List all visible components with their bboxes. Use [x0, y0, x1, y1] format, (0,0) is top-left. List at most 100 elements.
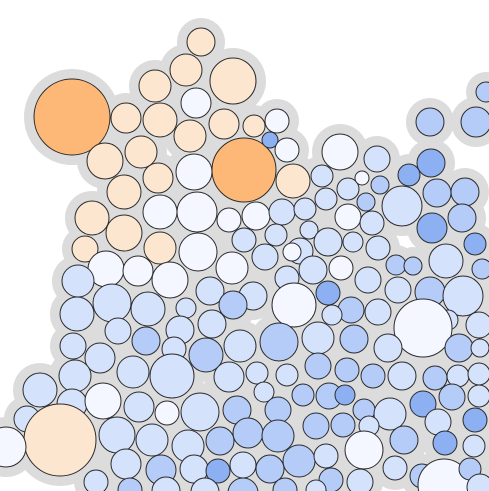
bubble	[339, 324, 369, 354]
bubble	[175, 297, 197, 319]
bubble	[328, 255, 354, 281]
bubble	[422, 365, 448, 391]
bubble	[261, 419, 295, 453]
bubble	[336, 177, 360, 201]
bubble	[58, 359, 92, 393]
bubble	[397, 163, 421, 187]
bubble	[387, 361, 417, 391]
bubble	[385, 254, 407, 276]
bubble	[305, 479, 327, 491]
bubble	[334, 203, 362, 231]
bubble	[175, 153, 213, 191]
bubble	[142, 102, 178, 138]
bubble	[117, 477, 143, 491]
bubble	[209, 57, 257, 105]
bubble-group	[0, 27, 489, 491]
bubble	[232, 417, 264, 449]
bubble	[373, 397, 407, 431]
bubble	[359, 210, 385, 236]
bubble	[186, 27, 216, 57]
bubble	[59, 296, 95, 332]
bubble	[302, 412, 330, 440]
bubble	[123, 391, 155, 423]
bubble	[229, 451, 257, 479]
bubble	[86, 142, 124, 180]
bubble	[84, 382, 122, 420]
bubble	[23, 403, 97, 477]
bubble	[310, 164, 334, 188]
bubble	[356, 192, 376, 212]
bubble	[149, 353, 195, 399]
bubble	[389, 425, 419, 455]
bubble	[422, 178, 452, 208]
bubble	[447, 203, 477, 233]
bubble	[409, 390, 437, 418]
bubble	[106, 174, 142, 210]
bubble	[253, 381, 275, 403]
bubble	[282, 242, 302, 262]
bubble	[465, 311, 489, 339]
bubble	[105, 214, 143, 252]
bubble	[83, 469, 109, 491]
bubble	[299, 220, 319, 240]
bubble	[178, 232, 218, 272]
bubble	[293, 197, 317, 221]
bubble	[301, 321, 335, 355]
bubble	[438, 383, 466, 411]
bubble	[104, 317, 132, 345]
bubble	[59, 332, 87, 360]
bubble	[403, 256, 423, 276]
bubble	[176, 191, 218, 233]
bubble	[471, 258, 489, 280]
bubble	[470, 338, 489, 358]
bubble	[466, 473, 489, 491]
bubble	[346, 468, 374, 491]
bubble	[151, 261, 189, 299]
bubble	[180, 392, 220, 432]
bubble	[135, 423, 169, 457]
bubble	[330, 412, 356, 438]
bubble	[74, 200, 110, 236]
bubble	[313, 227, 343, 257]
bubble	[344, 430, 384, 470]
bubble	[216, 207, 242, 233]
bubble	[384, 276, 412, 304]
bubble	[462, 434, 486, 458]
bubble	[291, 383, 315, 407]
bubble	[275, 363, 299, 387]
bubble	[130, 291, 166, 327]
bubble	[314, 187, 338, 211]
bubble	[463, 232, 487, 256]
bubble	[138, 69, 172, 103]
bubble	[255, 454, 285, 484]
bubble	[432, 430, 458, 456]
bubble	[321, 304, 343, 326]
bubble	[315, 280, 341, 306]
bubble	[334, 357, 360, 383]
bubble	[131, 326, 161, 356]
bubble	[264, 396, 292, 424]
bubble	[428, 243, 464, 279]
bubble	[460, 106, 489, 138]
bubble	[360, 363, 386, 389]
bubble	[313, 443, 339, 469]
bubble	[0, 426, 27, 468]
bubble	[444, 333, 474, 363]
bubble	[475, 81, 489, 103]
bubble	[304, 352, 332, 380]
bubble	[122, 255, 154, 287]
bubble	[116, 355, 150, 389]
bubble	[180, 87, 212, 119]
bubble	[261, 131, 279, 149]
bubble	[462, 407, 488, 433]
bubble	[467, 384, 489, 408]
bubble	[272, 477, 298, 491]
bubble	[370, 175, 390, 195]
bubble	[382, 455, 408, 481]
bubble	[61, 264, 95, 298]
bubble	[142, 162, 174, 194]
bubble	[354, 266, 382, 294]
bubble	[211, 137, 277, 203]
bubble	[124, 135, 158, 169]
